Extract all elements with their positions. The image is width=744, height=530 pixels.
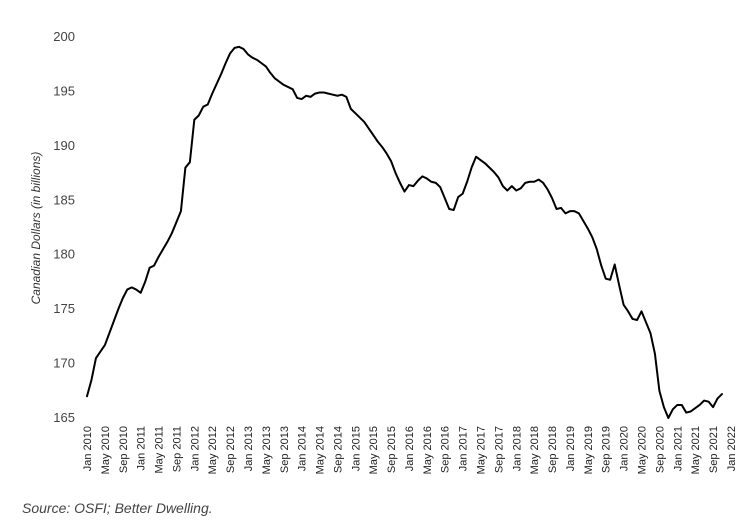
y-tick-label: 165 <box>53 410 75 425</box>
x-tick-label: Jan 2011 <box>136 426 148 470</box>
x-tick-label: May 2012 <box>207 426 219 474</box>
x-tick-label: Jan 2013 <box>243 426 255 471</box>
y-axis-ticks: 165 170 175 180 185 190 195 200 <box>53 29 75 425</box>
y-tick-label: 195 <box>53 83 75 98</box>
x-tick-label: Jan 2021 <box>672 426 684 471</box>
x-tick-label: May 2015 <box>368 426 380 474</box>
x-tick-label: Jan 2017 <box>458 426 470 471</box>
x-tick-label: Jan 2018 <box>511 426 523 471</box>
x-tick-label: Jan 2022 <box>726 426 738 471</box>
x-tick-label: Sep 2012 <box>225 426 237 473</box>
x-tick-label: Jan 2016 <box>404 426 416 471</box>
x-tick-label: Sep 2010 <box>118 426 130 473</box>
x-tick-label: May 2011 <box>154 426 166 474</box>
x-tick-label: Jan 2020 <box>619 426 631 471</box>
x-tick-label: May 2020 <box>637 426 649 474</box>
y-axis-label: Canadian Dollars (in billions) <box>29 152 43 305</box>
x-tick-label: Sep 2013 <box>279 426 291 473</box>
x-tick-label: May 2019 <box>583 426 595 474</box>
x-axis-ticks: Jan 2010 May 2010 Sep 2010 Jan 2011 May 2011… <box>82 426 738 474</box>
series-line <box>86 45 723 419</box>
y-tick-label: 185 <box>53 192 75 207</box>
x-tick-label: May 2013 <box>261 426 273 474</box>
x-tick-label: Sep 2015 <box>386 426 398 473</box>
x-tick-label: May 2014 <box>315 426 327 474</box>
y-tick-label: 170 <box>53 356 75 371</box>
x-tick-label: Sep 2020 <box>654 426 666 473</box>
x-tick-label: Sep 2018 <box>547 426 559 473</box>
x-tick-label: Jan 2012 <box>189 426 201 471</box>
x-tick-label: Jan 2019 <box>565 426 577 471</box>
x-tick-label: May 2021 <box>690 426 702 474</box>
y-tick-label: 190 <box>53 138 75 153</box>
x-tick-label: Sep 2021 <box>708 426 720 473</box>
y-tick-label: 175 <box>53 301 75 316</box>
x-tick-label: Jan 2015 <box>350 426 362 471</box>
x-tick-label: Sep 2016 <box>440 426 452 473</box>
source-note: Source: OSFI; Better Dwelling. <box>22 500 213 516</box>
x-tick-label: May 2016 <box>422 426 434 474</box>
y-tick-label: 180 <box>53 247 75 262</box>
x-tick-label: Jan 2010 <box>82 426 94 471</box>
y-tick-label: 200 <box>53 29 75 44</box>
x-tick-label: May 2018 <box>529 426 541 474</box>
x-tick-label: May 2010 <box>100 426 112 474</box>
x-tick-label: Jan 2014 <box>297 426 309 471</box>
x-tick-label: Sep 2014 <box>332 426 344 473</box>
x-tick-label: Sep 2019 <box>601 426 613 473</box>
x-tick-label: Sep 2011 <box>171 426 183 472</box>
x-tick-label: May 2017 <box>476 426 488 474</box>
x-tick-label: Sep 2017 <box>493 426 505 473</box>
